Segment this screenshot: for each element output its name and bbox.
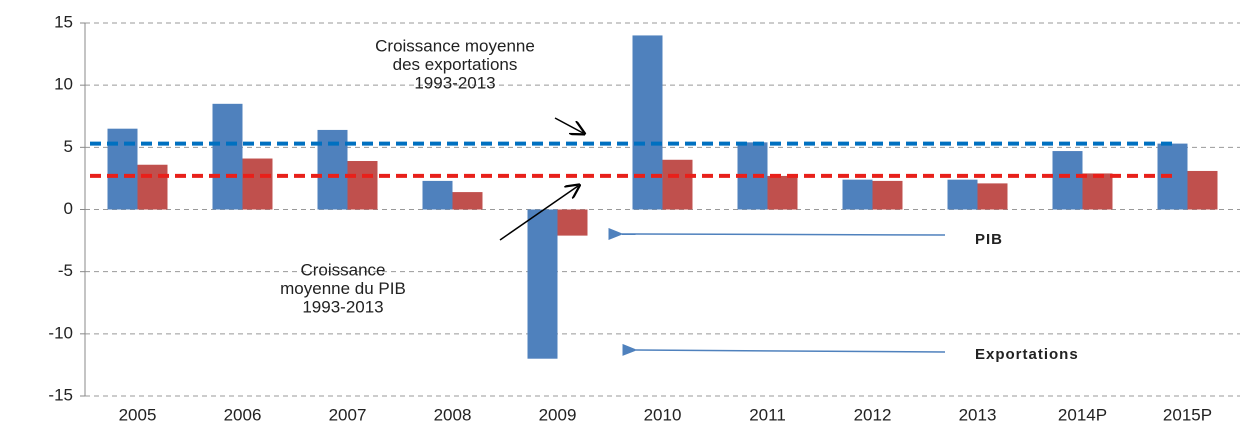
x-tick-label: 2009 — [539, 405, 577, 424]
y-tick-label: -5 — [58, 261, 73, 280]
bars — [107, 35, 1218, 359]
annotation: Croissance — [300, 260, 385, 279]
y-tick-label: 5 — [64, 137, 73, 156]
x-tick-label: 2014P — [1058, 405, 1107, 424]
bar — [422, 180, 453, 210]
bar — [1082, 173, 1113, 210]
x-tick-label: 2005 — [119, 405, 157, 424]
bar — [842, 179, 873, 210]
bar — [107, 128, 138, 210]
reference-lines — [90, 141, 1177, 178]
bar — [527, 209, 558, 359]
y-tick-label: 15 — [54, 12, 73, 31]
x-tick-label: 2012 — [854, 405, 892, 424]
y-tick-label: -10 — [48, 323, 73, 342]
bar — [947, 179, 978, 210]
y-tick-label: -15 — [48, 385, 73, 404]
bar — [557, 209, 588, 236]
bar — [452, 192, 483, 210]
bar — [662, 159, 693, 210]
annotation-arrow — [554, 117, 583, 133]
bar — [137, 164, 168, 210]
x-tick-label: 2006 — [224, 405, 262, 424]
annotation-arrow — [499, 186, 578, 241]
x-tick-label: 2013 — [959, 405, 997, 424]
bar — [212, 103, 243, 210]
bar — [1052, 151, 1083, 210]
x-tick-label: 2010 — [644, 405, 682, 424]
x-tick-label: 2008 — [434, 405, 472, 424]
legend-arrow — [622, 343, 946, 356]
annotation: 1993-2013 — [414, 73, 495, 92]
bar — [347, 161, 378, 210]
y-tick-label: 10 — [54, 75, 73, 94]
x-tick-label: 2011 — [749, 405, 786, 424]
x-tick-label: 2015P — [1163, 405, 1212, 424]
legend-label: PIB — [975, 231, 1003, 248]
annotation: Croissance moyenne — [375, 36, 535, 55]
bar — [872, 180, 903, 210]
bar — [1187, 170, 1218, 210]
annotation: 1993-2013 — [302, 297, 383, 316]
x-tick-label: 2007 — [329, 405, 367, 424]
bar — [977, 183, 1008, 210]
annotation: moyenne du PIB — [280, 279, 406, 298]
bar — [767, 175, 798, 210]
annotation: des exportations — [393, 55, 518, 74]
legend-arrow — [608, 227, 946, 240]
y-tick-label: 0 — [64, 199, 73, 218]
labels: -15 -10 -5 0 5 10 15 2005 2006 2007 2008 2009 2010 20… — [48, 12, 1212, 424]
bar — [632, 35, 663, 210]
bar — [242, 158, 273, 210]
legend-label: Exportations — [975, 346, 1079, 363]
